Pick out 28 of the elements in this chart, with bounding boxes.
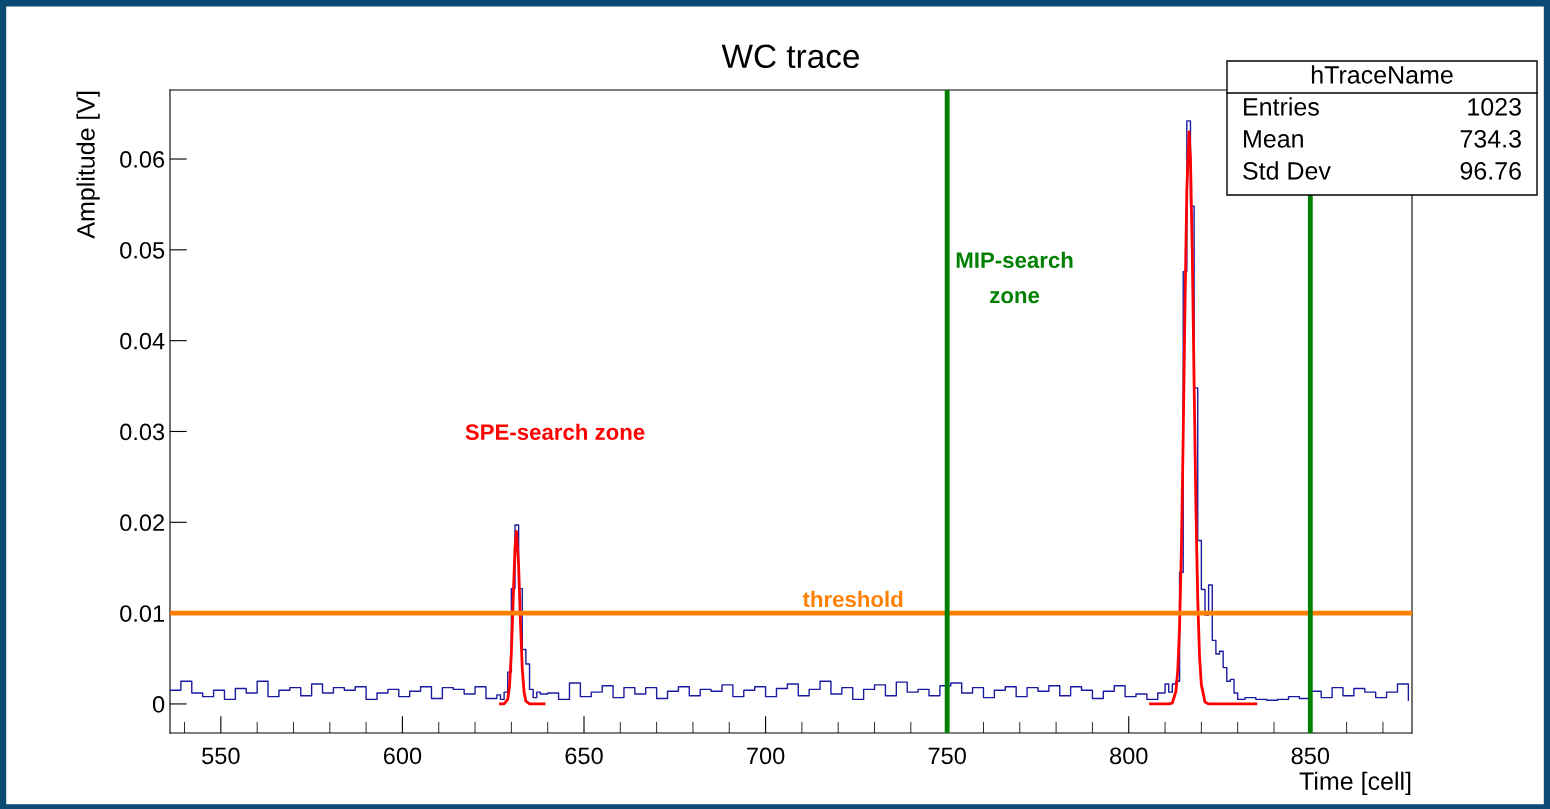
x-tick-label: 800 xyxy=(1110,747,1148,765)
annotation: Std Dev xyxy=(1243,161,1331,180)
x-tick-label: 750 xyxy=(928,747,966,765)
x-tick-label: 850 xyxy=(1291,747,1330,765)
annotation: MIP-search zone xyxy=(956,251,1073,304)
annotation: Mean xyxy=(1244,130,1303,148)
x-tick-label: 550 xyxy=(202,747,240,765)
x-tick-label: 650 xyxy=(565,747,603,765)
annotation: Entries xyxy=(1244,97,1319,116)
ref-line-label: threshold xyxy=(802,590,903,608)
x-tick-label: 700 xyxy=(747,747,785,765)
annotation: SPE-search zone xyxy=(465,423,645,440)
chart-title: WC trace xyxy=(721,44,859,69)
y-tick-label: 0.02 xyxy=(120,514,164,532)
y-tick-label: 0.05 xyxy=(120,241,165,259)
x-tick-label: 600 xyxy=(383,747,422,765)
y-tick-label: 0.03 xyxy=(120,423,165,441)
y-axis-title: Amplitude [V] xyxy=(76,91,100,239)
y-tick-label: 0.06 xyxy=(120,151,165,168)
y-tick-label: 0 xyxy=(152,696,165,713)
text: 1023 xyxy=(1468,98,1521,116)
text: hTraceName xyxy=(1311,65,1453,84)
line-series xyxy=(499,529,546,706)
y-tick-label: 0.01 xyxy=(120,605,164,622)
y-tick-label: 0.04 xyxy=(120,332,165,350)
text: 734.3 xyxy=(1460,130,1521,148)
x-axis-title: Time [cell] xyxy=(1299,771,1411,795)
text: 96.76 xyxy=(1460,162,1521,180)
